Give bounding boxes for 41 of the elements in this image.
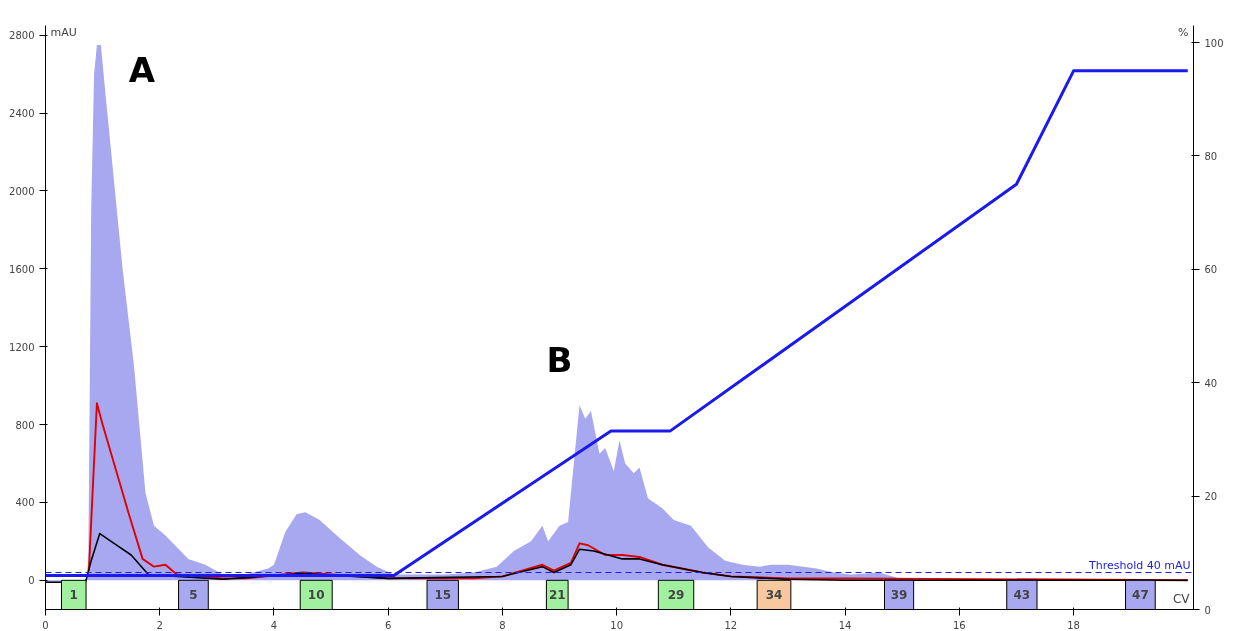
band-label: 1 — [69, 588, 78, 603]
y-tick-label: 0 — [28, 575, 35, 587]
x-tick-label: 10 — [610, 619, 624, 631]
line-series — [87, 402, 1189, 582]
band-label: 21 — [548, 588, 566, 603]
x-tick-label: 0 — [42, 619, 49, 631]
y2-tick-label: 20 — [1204, 491, 1218, 503]
band-label: 34 — [765, 588, 783, 603]
y-tick-label: 2400 — [9, 108, 35, 120]
y2-axis-title: % — [1178, 25, 1189, 39]
y2-tick-label: 60 — [1204, 264, 1218, 276]
x-tick-label: 14 — [838, 619, 852, 631]
x-tick-label: 18 — [1067, 619, 1080, 631]
band-label: 5 — [189, 588, 198, 603]
annotation: B — [546, 340, 573, 381]
band-label: 15 — [434, 588, 452, 603]
band-label: 39 — [890, 588, 908, 603]
band-label: 43 — [1013, 588, 1031, 603]
x-tick-label: 8 — [499, 619, 506, 631]
band-label: 29 — [667, 588, 685, 603]
x-tick-label: 6 — [385, 619, 392, 631]
y-tick-label: 400 — [15, 497, 35, 509]
y-tick-label: 2000 — [9, 185, 35, 197]
x-tick-label: 12 — [724, 619, 738, 631]
y2-tick-label: 0 — [1204, 604, 1211, 616]
y-tick-label: 1200 — [9, 341, 35, 353]
y2-tick-label: 80 — [1204, 150, 1218, 162]
y-tick-label: 2800 — [9, 30, 35, 42]
x-tick-label: 4 — [270, 619, 278, 631]
y-tick-label: 1600 — [9, 263, 35, 275]
x-tick-label: 16 — [952, 619, 966, 631]
x-axis-title: CV — [1172, 591, 1191, 606]
y2-tick-label: 100 — [1204, 37, 1224, 49]
y-axis-title: mAU — [50, 25, 77, 39]
band-label: 47 — [1132, 588, 1149, 603]
band-label: 10 — [307, 588, 325, 603]
ref-line-label: Threshold 40 mAU — [1088, 558, 1191, 572]
y-tick-label: 800 — [15, 419, 35, 431]
x-tick-label: 2 — [156, 619, 163, 631]
annotation: A — [128, 49, 156, 90]
y2-tick-label: 40 — [1204, 377, 1218, 389]
